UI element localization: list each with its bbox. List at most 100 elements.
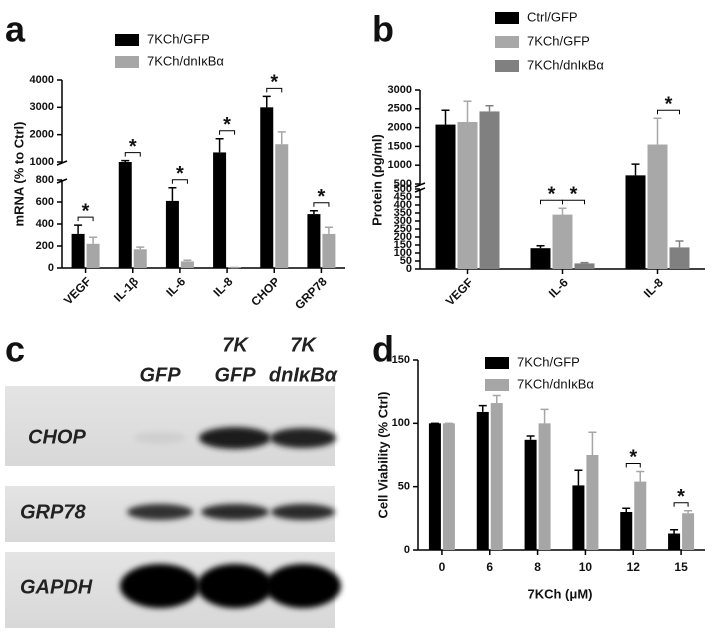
significance-star: * [629,447,637,469]
bar [275,144,289,268]
significance-bracket [171,179,188,184]
x-tick-label: 10 [579,560,593,574]
x-tick-label: IL-1β [111,274,141,304]
blot-band [120,564,200,608]
y-tick-label: 1000 [388,159,412,171]
panel-label: d [372,329,394,370]
error-bar [262,95,271,108]
error-bar [636,470,645,482]
x-tick-label: CHOP [248,274,282,308]
error-bar [684,509,693,514]
error-bar [526,435,535,440]
bar [457,121,478,270]
bar [490,403,503,550]
y-axis [56,80,68,268]
x-tick-label: IL-6 [546,275,571,300]
column-header: GFP [214,364,256,386]
bar [669,247,690,269]
bar [213,152,227,268]
significance-bracket [266,87,283,93]
legend-label: Ctrl/GFP [527,9,578,24]
legend-swatch [485,379,509,391]
legend-label: 7KCh/GFP [147,31,210,46]
bar [647,144,668,269]
significance-star: * [82,200,90,222]
column-header: 7K [290,334,317,356]
bar [620,512,633,550]
bar-chart: a mRNA (% to Ctrl) 0 200 400 600 800 1000 2000 30… [5,9,345,312]
y-tick-label: 50 [398,481,410,493]
blot-band [265,564,341,608]
row-label: GAPDH [20,576,93,598]
y-tick-label: 1500 [388,140,412,152]
significance-bracket [625,462,641,468]
bar [165,200,179,268]
y-axis-label: Protein (pg/ml) [369,134,384,226]
significance-bracket [673,502,689,507]
error-bar [89,236,98,244]
error-bar [653,117,662,145]
significance-star: * [665,93,673,115]
y-tick-label: 2500 [388,103,412,115]
significance-star: * [223,114,231,136]
legend-label: 7KCh/dnIκBα [527,57,604,72]
panel-label: b [372,9,394,50]
bar [428,423,441,550]
bar [625,175,646,269]
error-bar [631,163,640,176]
y-tick-label: 250 [394,223,412,235]
y-tick-label: 0 [404,544,410,556]
y-tick-label: 350 [394,207,412,219]
bar [322,233,336,268]
x-tick-label: IL-6 [163,274,188,299]
panel-label: a [5,9,26,50]
bar [668,533,681,550]
legend-label: 7KCh/dnIκBα [517,376,594,391]
bar [260,107,274,268]
significance-star: * [176,163,184,185]
x-tick-label: IL-8 [210,274,235,299]
legend-label: 7KCh/dnIκBα [147,53,224,68]
y-tick-label: 450 [394,191,412,203]
error-bar [183,259,192,262]
bar-chart: b Protein (pg/ml) 050100150200250300350400… [369,9,705,308]
x-tick-label: 8 [534,560,541,574]
bar [118,162,132,268]
x-tick-label: 0 [439,560,446,574]
y-tick-label: 200 [36,240,54,252]
error-bar [622,507,631,512]
blot-band [271,504,335,520]
blot-band [134,432,186,444]
bar [479,111,500,269]
legend-swatch [115,56,139,68]
bar [524,439,537,550]
bar [586,455,599,550]
blot-band [270,428,336,448]
y-tick-label: 0 [48,262,54,274]
bar [530,248,551,269]
significance-star: * [318,186,326,208]
y-tick-label: 400 [394,199,412,211]
legend-swatch [495,12,519,24]
y-tick-label: 400 [36,218,54,230]
y-tick-label: 100 [392,417,410,429]
y-tick-label: 800 [36,174,54,186]
blot-strip [5,386,335,466]
error-bar [463,100,472,122]
y-axis-label: Cell Viability (% Ctrl) [375,392,390,519]
significance-bracket [124,152,141,157]
legend-label: 7KCh/GFP [527,33,590,48]
column-header: 7K [222,334,249,356]
y-tick-label: 50 [400,255,412,267]
y-tick-label: 0 [406,263,412,275]
significance-bracket [562,199,585,205]
panel-label: c [5,329,25,370]
error-bar [441,109,450,125]
legend-swatch [485,357,509,369]
x-tick-label: 15 [674,560,688,574]
bar [572,485,585,550]
bar [552,214,573,269]
y-tick-label: 500 [394,183,412,195]
bar [133,249,147,268]
